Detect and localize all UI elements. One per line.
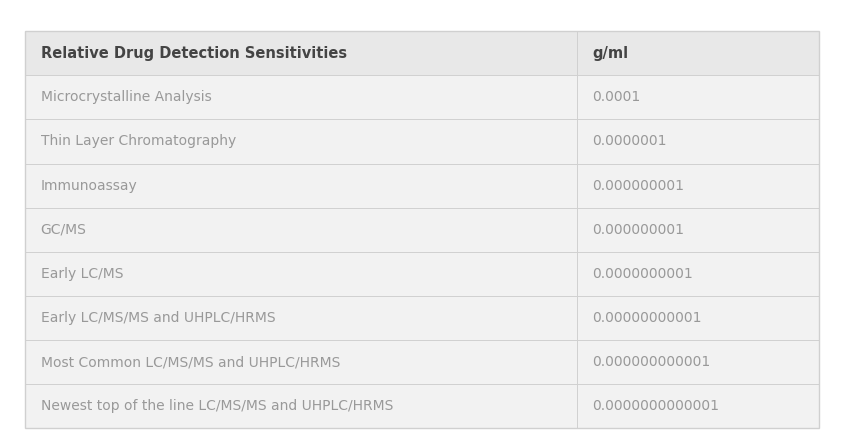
- Text: Immunoassay: Immunoassay: [41, 178, 138, 193]
- Text: 0.0000001: 0.0000001: [592, 135, 667, 149]
- Text: 0.0001: 0.0001: [592, 91, 640, 104]
- Bar: [25, 31, 819, 75]
- Text: Early LC/MS: Early LC/MS: [41, 267, 123, 281]
- Bar: [25, 164, 819, 208]
- Bar: [25, 120, 819, 164]
- Text: 0.000000000001: 0.000000000001: [592, 355, 710, 369]
- Text: Early LC/MS/MS and UHPLC/HRMS: Early LC/MS/MS and UHPLC/HRMS: [41, 311, 275, 325]
- Text: Microcrystalline Analysis: Microcrystalline Analysis: [41, 91, 211, 104]
- Text: 0.00000000001: 0.00000000001: [592, 311, 701, 325]
- Bar: [25, 340, 819, 384]
- Text: 0.000000001: 0.000000001: [592, 178, 684, 193]
- Text: Thin Layer Chromatography: Thin Layer Chromatography: [41, 135, 235, 149]
- Text: Relative Drug Detection Sensitivities: Relative Drug Detection Sensitivities: [41, 46, 347, 61]
- Bar: [25, 252, 819, 296]
- Text: g/ml: g/ml: [592, 46, 628, 61]
- Text: GC/MS: GC/MS: [41, 223, 86, 237]
- Text: 0.0000000000001: 0.0000000000001: [592, 399, 719, 413]
- Text: Newest top of the line LC/MS/MS and UHPLC/HRMS: Newest top of the line LC/MS/MS and UHPL…: [41, 399, 393, 413]
- Text: 0.0000000001: 0.0000000001: [592, 267, 693, 281]
- Text: 0.000000001: 0.000000001: [592, 223, 684, 237]
- Bar: [25, 384, 819, 428]
- Bar: [25, 208, 819, 252]
- Bar: [25, 75, 819, 120]
- Text: Most Common LC/MS/MS and UHPLC/HRMS: Most Common LC/MS/MS and UHPLC/HRMS: [41, 355, 340, 369]
- Bar: [25, 296, 819, 340]
- Bar: [25, 31, 819, 428]
